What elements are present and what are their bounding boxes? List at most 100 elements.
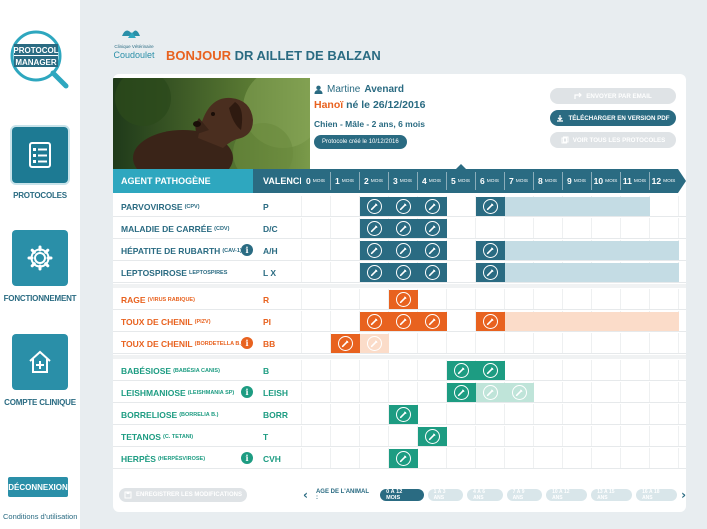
column-line (417, 426, 418, 447)
send-email-button[interactable]: ENVOYER PAR EMAIL (550, 88, 676, 104)
column-line (301, 333, 302, 354)
vaccine-cell[interactable] (476, 241, 505, 260)
booster-period-cell[interactable] (621, 312, 650, 331)
vaccine-cell[interactable] (389, 312, 418, 331)
chevron-right-icon[interactable]: › (681, 488, 686, 502)
vaccine-cell[interactable] (418, 427, 447, 446)
column-line (620, 382, 621, 403)
optional-vaccine-cell[interactable] (476, 383, 505, 402)
booster-period-cell[interactable] (650, 241, 679, 260)
month-header: 12 MOIS (649, 169, 678, 193)
age-range-chip[interactable]: 0 À 12 MOIS (380, 489, 424, 501)
month-header: 6 MOIS (475, 169, 504, 193)
vaccine-cell[interactable] (331, 334, 360, 353)
booster-period-cell[interactable] (592, 197, 621, 216)
age-range-chip[interactable]: 13 À 15 ANS (591, 489, 633, 501)
patient-birth: Hanoï né le 26/12/2016 (314, 99, 426, 111)
booster-period-cell[interactable] (505, 263, 534, 282)
booster-period-cell[interactable] (592, 241, 621, 260)
age-range-chip[interactable]: 4 À 6 ANS (467, 489, 503, 501)
age-range-chip[interactable]: 7 À 9 ANS (506, 489, 543, 501)
vaccine-cell[interactable] (360, 241, 389, 260)
info-icon[interactable]: i (241, 386, 253, 398)
vaccine-cell[interactable] (360, 219, 389, 238)
vaccine-cell[interactable] (476, 263, 505, 282)
vaccine-cell[interactable] (418, 263, 447, 282)
vaccine-cell[interactable] (389, 197, 418, 216)
vaccine-cell[interactable] (476, 312, 505, 331)
age-range-chip[interactable]: 1 À 3 ANS (427, 489, 464, 501)
booster-period-cell[interactable] (621, 197, 650, 216)
vaccine-cell[interactable] (418, 312, 447, 331)
age-range-chip[interactable]: 10 À 12 ANS (546, 489, 588, 501)
logout-button[interactable]: DÉCONNEXION (8, 477, 68, 497)
download-pdf-button[interactable]: TÉLÉCHARGER EN VERSION PDF (550, 110, 676, 126)
month-unit: MOIS (633, 178, 647, 184)
vaccine-cell[interactable] (476, 361, 505, 380)
info-icon[interactable]: i (241, 244, 253, 256)
info-icon[interactable]: i (241, 337, 253, 349)
booster-period-cell[interactable] (650, 312, 679, 331)
vaccine-cell[interactable] (389, 449, 418, 468)
column-line (301, 218, 302, 239)
column-line (678, 333, 679, 354)
row-divider (113, 380, 686, 381)
booster-period-cell[interactable] (592, 263, 621, 282)
vaccine-cell[interactable] (476, 197, 505, 216)
vaccine-cell[interactable] (418, 241, 447, 260)
protocol-manager-logo[interactable]: PROTOCOL MANAGER (8, 28, 70, 90)
info-icon[interactable]: i (241, 452, 253, 464)
vaccine-cell[interactable] (360, 197, 389, 216)
month-header: 5 MOIS (446, 169, 475, 193)
optional-vaccine-cell[interactable] (360, 334, 389, 353)
booster-period-cell[interactable] (650, 263, 679, 282)
vaccine-cell[interactable] (360, 263, 389, 282)
vaccine-cell[interactable] (360, 312, 389, 331)
conditions-link[interactable]: Conditions d'utilisation (3, 512, 78, 521)
booster-period-cell[interactable] (563, 312, 592, 331)
booster-period-cell[interactable] (534, 197, 563, 216)
sidebar-item-compte-clinique[interactable]: COMPTE CLINIQUE (0, 334, 80, 407)
vaccine-cell[interactable] (389, 241, 418, 260)
chevron-left-icon[interactable]: ‹ (303, 488, 308, 502)
view-all-protocols-label: VOIR TOUS LES PROTOCOLES (572, 136, 666, 144)
column-line (649, 333, 650, 354)
booster-period-cell[interactable] (534, 312, 563, 331)
vaccine-cell[interactable] (389, 263, 418, 282)
vaccine-cell[interactable] (418, 219, 447, 238)
optional-vaccine-cell[interactable] (505, 383, 534, 402)
booster-period-cell[interactable] (534, 241, 563, 260)
vaccine-cell[interactable] (389, 405, 418, 424)
booster-period-cell[interactable] (505, 197, 534, 216)
booster-period-cell[interactable] (621, 263, 650, 282)
syringe-icon (512, 385, 527, 400)
pathogen-label: HÉPATITE DE RUBARTH (121, 245, 221, 256)
vaccine-cell[interactable] (389, 290, 418, 309)
booster-period-cell[interactable] (505, 241, 534, 260)
sidebar-item-fonctionnement[interactable]: FONCTIONNEMENT (0, 230, 80, 303)
month-separator (649, 172, 650, 190)
vaccine-cell[interactable] (418, 197, 447, 216)
vaccine-cell[interactable] (447, 383, 476, 402)
syringe-icon (425, 221, 440, 236)
booster-period-cell[interactable] (563, 241, 592, 260)
booster-period-cell[interactable] (563, 197, 592, 216)
pathogen-sub: (CAV-1) (222, 247, 242, 254)
booster-period-cell[interactable] (505, 312, 534, 331)
sidebar-item-protocoles[interactable]: PROTOCOLES (0, 127, 80, 200)
booster-period-cell[interactable] (592, 312, 621, 331)
syringe-icon (425, 265, 440, 280)
vaccine-cell[interactable] (389, 219, 418, 238)
view-all-protocols-button[interactable]: VOIR TOUS LES PROTOCOLES (550, 132, 676, 148)
pathogen-name: TETANOS (C. TETANI) (121, 426, 253, 447)
month-number: 2 (364, 176, 369, 186)
booster-period-cell[interactable] (621, 241, 650, 260)
vaccine-cell[interactable] (447, 361, 476, 380)
age-range-chip[interactable]: 16 À 18 ANS (636, 489, 678, 501)
booster-period-cell[interactable] (534, 263, 563, 282)
column-line (562, 360, 563, 381)
save-changes-button[interactable]: ENREGISTRER LES MODIFICATIONS (119, 488, 247, 502)
booster-period-cell[interactable] (563, 263, 592, 282)
column-line (475, 262, 476, 283)
copy-icon (561, 136, 569, 144)
